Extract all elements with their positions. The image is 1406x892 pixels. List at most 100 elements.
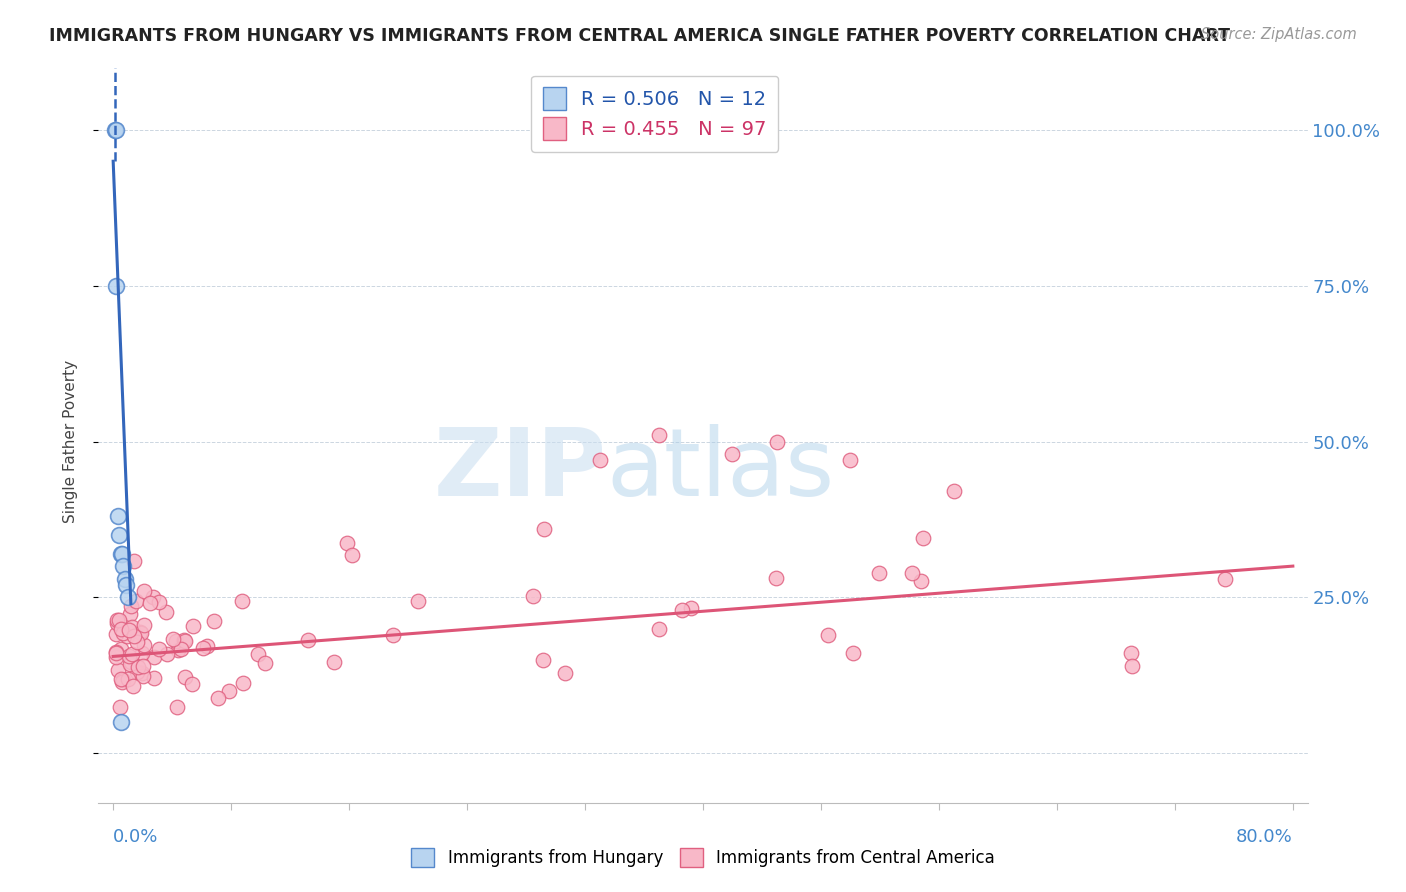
- Point: [323, 656, 346, 670]
- Point: [531, 652, 554, 666]
- Point: [1119, 646, 1142, 660]
- Point: [118, 657, 141, 672]
- Point: [382, 628, 405, 642]
- Point: [942, 484, 965, 499]
- Point: [105, 645, 128, 659]
- Point: [112, 559, 135, 574]
- Point: [121, 647, 143, 661]
- Point: [131, 666, 153, 681]
- Point: [207, 691, 229, 706]
- Point: [679, 601, 702, 615]
- Point: [125, 635, 148, 649]
- Text: atlas: atlas: [606, 425, 835, 516]
- Point: [131, 659, 153, 673]
- Point: [120, 607, 142, 622]
- Point: [128, 624, 150, 639]
- Point: [142, 650, 165, 665]
- Point: [297, 632, 319, 647]
- Point: [143, 671, 166, 685]
- Point: [155, 605, 177, 619]
- Point: [148, 642, 170, 657]
- Point: [105, 278, 128, 293]
- Point: [169, 641, 191, 656]
- Point: [174, 669, 197, 683]
- Point: [554, 666, 576, 681]
- Point: [336, 535, 359, 549]
- Point: [134, 638, 156, 652]
- Point: [121, 620, 143, 634]
- Point: [842, 646, 865, 660]
- Point: [117, 591, 139, 605]
- Point: [408, 594, 430, 608]
- Point: [166, 699, 188, 714]
- Text: Source: ZipAtlas.com: Source: ZipAtlas.com: [1201, 27, 1357, 42]
- Point: [110, 714, 132, 729]
- Point: [589, 453, 612, 467]
- Point: [110, 642, 132, 657]
- Point: [124, 594, 146, 608]
- Point: [131, 625, 153, 640]
- Point: [105, 627, 128, 641]
- Point: [910, 574, 932, 588]
- Point: [110, 547, 132, 561]
- Y-axis label: Single Father Poverty: Single Father Poverty: [63, 360, 77, 523]
- Text: ZIP: ZIP: [433, 425, 606, 516]
- Point: [122, 680, 145, 694]
- Point: [117, 672, 139, 686]
- Point: [110, 672, 132, 686]
- Point: [125, 665, 148, 680]
- Point: [1213, 572, 1236, 586]
- Point: [118, 648, 141, 663]
- Point: [181, 618, 204, 632]
- Point: [765, 571, 787, 585]
- Point: [721, 447, 744, 461]
- Point: [105, 616, 128, 631]
- Point: [114, 572, 136, 586]
- Point: [173, 633, 195, 648]
- Point: [195, 640, 218, 654]
- Point: [1121, 658, 1143, 673]
- Point: [231, 594, 253, 608]
- Point: [105, 650, 128, 665]
- Point: [839, 453, 862, 467]
- Point: [108, 613, 131, 627]
- Point: [155, 647, 177, 661]
- Point: [522, 589, 544, 603]
- Legend: Immigrants from Hungary, Immigrants from Central America: Immigrants from Hungary, Immigrants from…: [405, 841, 1001, 874]
- Point: [107, 509, 129, 524]
- Point: [162, 632, 184, 647]
- Point: [132, 669, 155, 683]
- Point: [134, 618, 156, 632]
- Point: [111, 626, 134, 640]
- Text: IMMIGRANTS FROM HUNGARY VS IMMIGRANTS FROM CENTRAL AMERICA SINGLE FATHER POVERTY: IMMIGRANTS FROM HUNGARY VS IMMIGRANTS FR…: [49, 27, 1230, 45]
- Point: [108, 528, 131, 542]
- Text: 80.0%: 80.0%: [1236, 828, 1294, 846]
- Point: [202, 614, 225, 628]
- Point: [181, 676, 204, 690]
- Point: [648, 428, 671, 442]
- Point: [122, 553, 145, 567]
- Point: [127, 660, 149, 674]
- Point: [342, 548, 364, 562]
- Point: [901, 566, 924, 580]
- Point: [142, 590, 165, 604]
- Point: [110, 622, 132, 636]
- Point: [104, 123, 127, 137]
- Point: [105, 613, 128, 627]
- Point: [232, 676, 254, 690]
- Point: [117, 624, 139, 638]
- Point: [148, 595, 170, 609]
- Point: [111, 674, 134, 689]
- Point: [817, 628, 839, 642]
- Point: [117, 629, 139, 643]
- Point: [122, 629, 145, 643]
- Point: [131, 646, 153, 660]
- Text: 0.0%: 0.0%: [112, 828, 159, 846]
- Point: [167, 642, 190, 657]
- Point: [115, 578, 138, 592]
- Point: [671, 603, 693, 617]
- Point: [533, 522, 555, 536]
- Point: [218, 684, 240, 698]
- Point: [112, 673, 135, 688]
- Point: [868, 566, 890, 581]
